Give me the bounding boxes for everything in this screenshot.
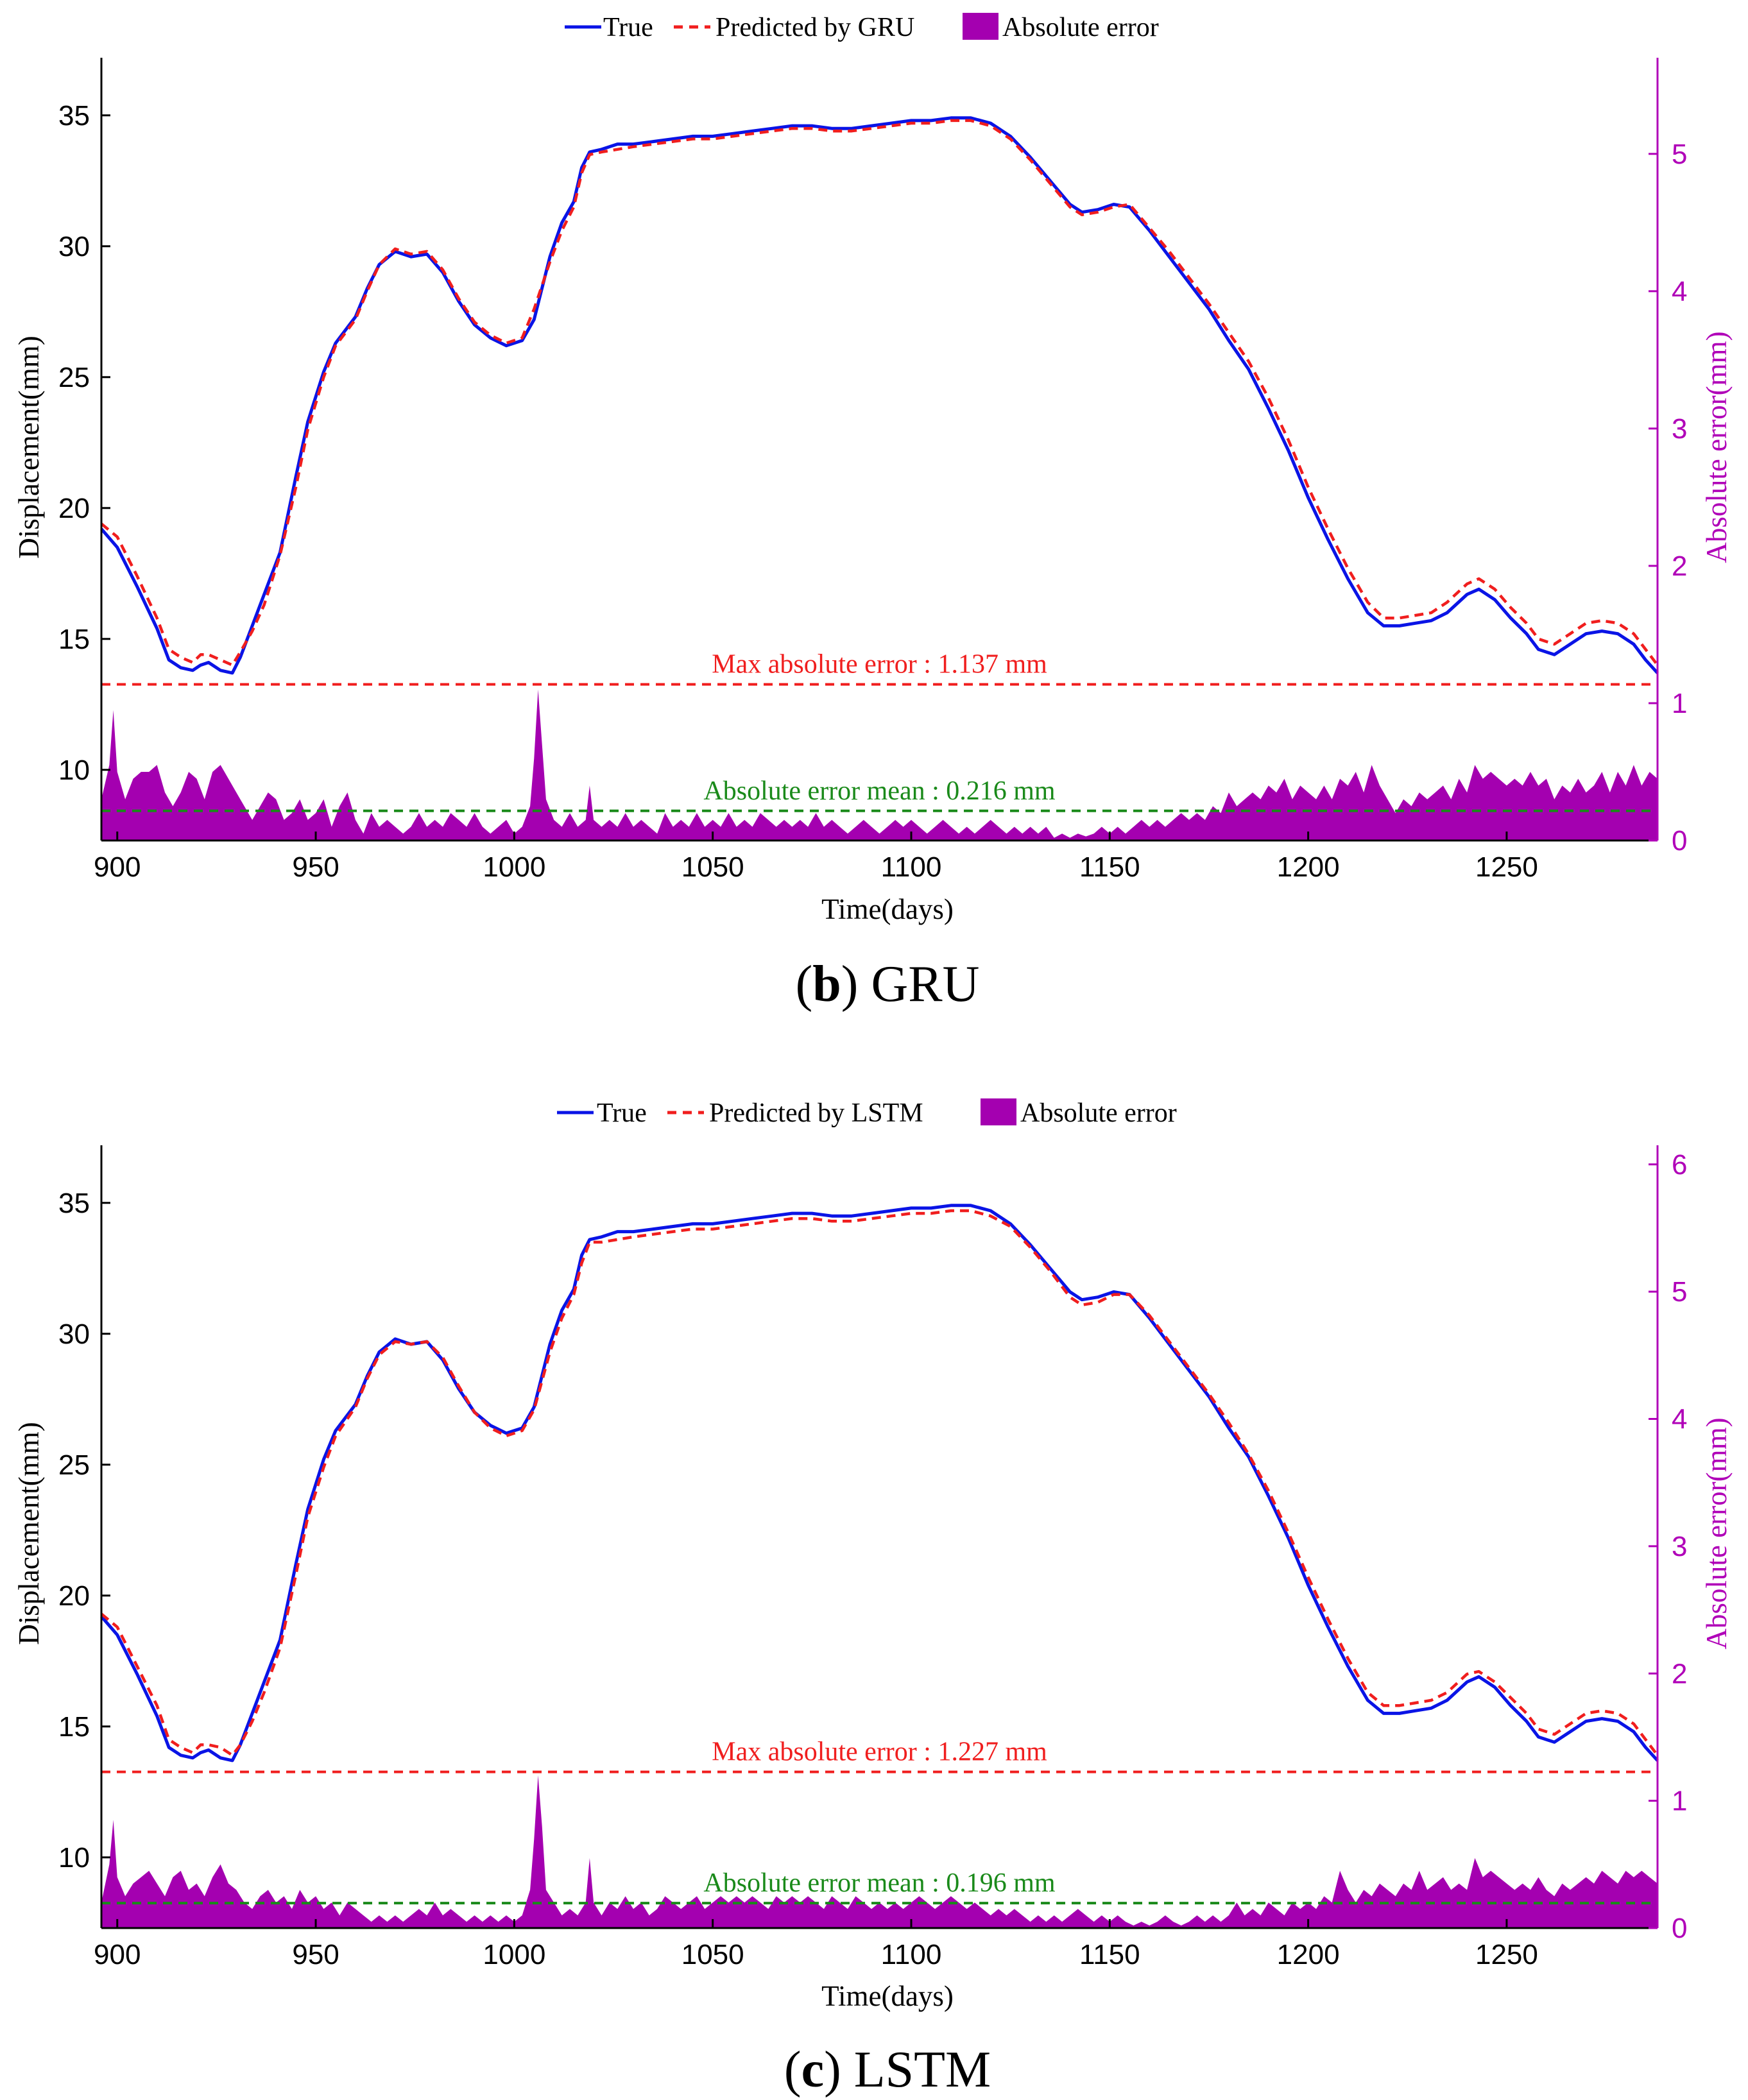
y-right-tick-label: 4 (1672, 276, 1687, 307)
x-tick-label: 1250 (1475, 1939, 1538, 1970)
y-right-tick-label: 0 (1672, 825, 1687, 857)
x-tick-label: 1150 (1079, 1939, 1140, 1970)
y-right-tick-label: 1 (1672, 1786, 1687, 1817)
y-tick-label: 15 (58, 624, 90, 655)
panel-caption: (c) LSTM (784, 2042, 991, 2098)
legend-true-label: True (597, 1098, 647, 1128)
y-tick-label: 30 (58, 1319, 90, 1350)
y-tick-label: 10 (58, 1842, 90, 1874)
y-tick-label: 35 (58, 1188, 90, 1219)
legend-error-swatch (981, 1098, 1016, 1125)
y-tick-label: 20 (58, 1580, 90, 1612)
y-right-axis-label: Absolute error(mm) (1701, 1417, 1733, 1649)
y-right-axis-label: Absolute error(mm) (1701, 331, 1733, 563)
x-tick-label: 950 (292, 1939, 339, 1970)
series-line-true (100, 116, 1659, 675)
y-tick-label: 15 (58, 1711, 90, 1743)
legend-true-label: True (603, 13, 653, 42)
y-tick-label: 25 (58, 1449, 90, 1481)
y-tick-label: 20 (58, 493, 90, 524)
absolute-error-area (101, 689, 1658, 841)
y-axis-label: Displacement(mm) (13, 336, 45, 558)
series-line-true (100, 1204, 1659, 1763)
legend-error-label: Absolute error (1020, 1098, 1177, 1128)
series-line-predicted (100, 119, 1659, 667)
y-right-tick-label: 0 (1672, 1913, 1687, 1944)
x-axis-label: Time(days) (821, 1980, 954, 2012)
series-line-predicted (100, 1209, 1659, 1757)
legend-error-label: Absolute error (1002, 13, 1159, 42)
panel-caption: (b) GRU (796, 956, 980, 1012)
chart-panel-lstm: True Predicted by LSTM Absolute error Ma… (13, 1098, 1733, 2098)
x-tick-label: 900 (94, 1939, 141, 1970)
mean-error-annotation: Absolute error mean : 0.216 mm (703, 776, 1056, 806)
x-tick-label: 1100 (881, 1939, 942, 1970)
y-tick-label: 25 (58, 362, 90, 393)
legend-error-swatch (963, 13, 998, 40)
y-right-tick-label: 4 (1672, 1404, 1687, 1435)
x-axis-label: Time(days) (821, 893, 954, 925)
x-tick-label: 1100 (881, 851, 942, 883)
y-right-tick-label: 5 (1672, 139, 1687, 170)
max-error-annotation: Max absolute error : 1.137 mm (712, 650, 1047, 679)
x-tick-label: 1000 (483, 1939, 545, 1970)
y-axis-label: Displacement(mm) (13, 1422, 45, 1644)
legend: True Predicted by LSTM Absolute error (557, 1098, 1177, 1128)
legend-predicted-label: Predicted by LSTM (709, 1098, 923, 1128)
mean-error-annotation: Absolute error mean : 0.196 mm (703, 1868, 1056, 1898)
plot-area: Max absolute error : 1.227 mm Absolute er… (58, 1145, 1687, 1970)
x-tick-label: 1050 (681, 851, 744, 883)
x-tick-label: 1200 (1277, 1939, 1340, 1970)
x-tick-label: 1200 (1277, 851, 1340, 883)
y-right-tick-label: 3 (1672, 413, 1687, 445)
y-right-tick-label: 2 (1672, 1658, 1687, 1689)
absolute-error-area (101, 1775, 1658, 1928)
y-tick-label: 35 (58, 100, 90, 132)
caption-model: LSTM (854, 2042, 991, 2098)
plot-area: Max absolute error : 1.137 mm Absolute er… (58, 58, 1687, 883)
y-right-tick-label: 5 (1672, 1276, 1687, 1308)
y-right-tick-label: 6 (1672, 1149, 1687, 1181)
legend: True Predicted by GRU Absolute error (565, 13, 1159, 42)
caption-model: GRU (871, 956, 979, 1012)
y-tick-label: 10 (58, 755, 90, 786)
legend-predicted-label: Predicted by GRU (715, 13, 914, 42)
y-tick-label: 30 (58, 231, 90, 262)
y-right-tick-label: 1 (1672, 688, 1687, 719)
caption-letter: c (801, 2042, 825, 2098)
x-tick-label: 1150 (1079, 851, 1140, 883)
x-tick-label: 1050 (681, 1939, 744, 1970)
x-tick-label: 900 (94, 851, 141, 883)
x-tick-label: 1000 (483, 851, 545, 883)
caption-letter: b (812, 956, 841, 1012)
chart-panel-gru: True Predicted by GRU Absolute error Max… (13, 13, 1733, 1012)
x-tick-label: 1250 (1475, 851, 1538, 883)
y-right-tick-label: 2 (1672, 551, 1687, 582)
max-error-annotation: Max absolute error : 1.227 mm (712, 1737, 1047, 1767)
x-tick-label: 950 (292, 851, 339, 883)
y-right-tick-label: 3 (1672, 1531, 1687, 1562)
